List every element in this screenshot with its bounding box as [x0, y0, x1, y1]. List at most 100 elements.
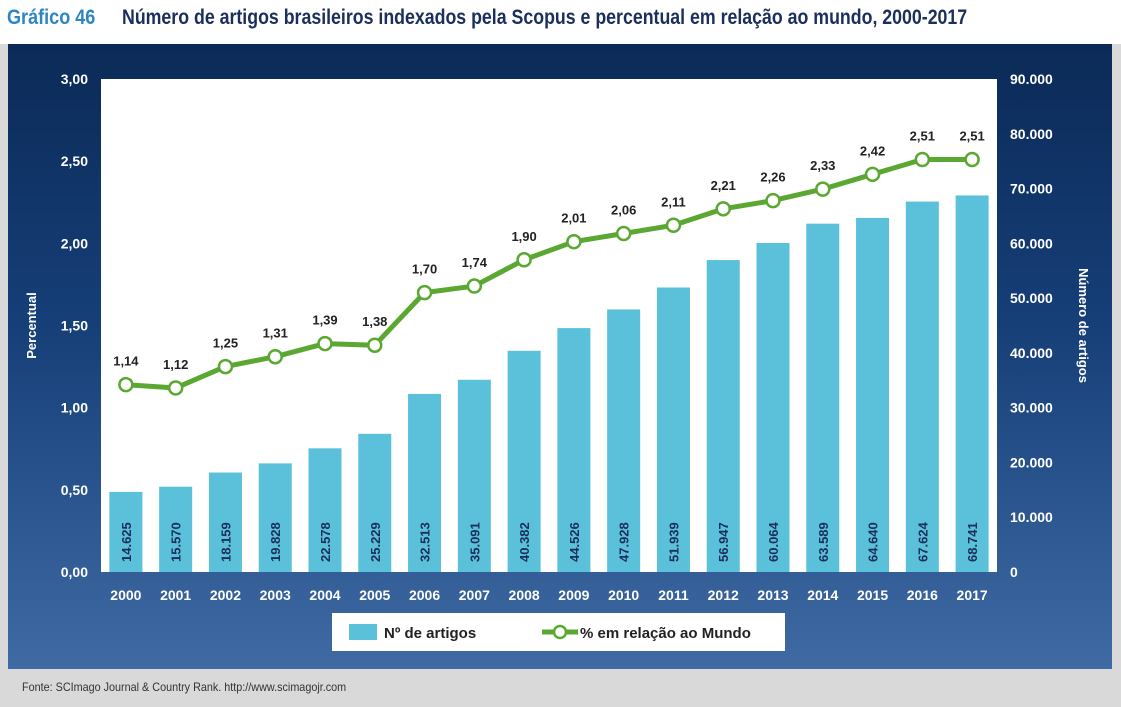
- source-note: Fonte: SCImago Journal & Country Rank. h…: [22, 680, 347, 694]
- x-tick-label: 2004: [309, 587, 340, 603]
- bar-value-label: 40.382: [517, 522, 532, 562]
- bar: [507, 350, 541, 572]
- bar: [109, 491, 143, 572]
- bar: [706, 260, 740, 572]
- y-right-tick-label: 60.000: [1010, 235, 1053, 251]
- bar-value-label: 60.064: [766, 521, 781, 562]
- x-tick-label: 2001: [160, 587, 191, 603]
- line-point: [665, 217, 682, 234]
- x-tick-label: 2008: [509, 587, 540, 603]
- y-right-axis-title: Número de artigos: [1076, 268, 1091, 383]
- bar: [557, 328, 591, 572]
- line-point: [118, 376, 134, 393]
- title-bar: Gráfico 46 Número de artigos brasileiros…: [0, 0, 1121, 44]
- bar-value-label: 22.578: [318, 522, 333, 562]
- line-point: [167, 380, 184, 396]
- y-left-axis-title: Percentual: [24, 292, 39, 358]
- y-left-tick-label: 2,50: [61, 153, 88, 169]
- bar-value-label: 19.828: [268, 522, 283, 562]
- bar: [159, 486, 193, 572]
- bar-value-label: 64.640: [866, 522, 881, 562]
- line-value-label: 1,74: [462, 255, 488, 270]
- x-tick-label: 2013: [757, 587, 788, 603]
- line-point: [914, 151, 931, 168]
- bar-value-label: 32.513: [418, 522, 433, 562]
- line-point: [217, 358, 234, 375]
- y-right-tick-label: 70.000: [1010, 181, 1053, 197]
- y-right-tick-label: 0: [1010, 564, 1018, 580]
- line-point: [615, 225, 632, 242]
- line-point: [317, 335, 333, 352]
- bar-value-label: 68.741: [965, 522, 980, 562]
- bar-value-label: 47.928: [617, 522, 632, 562]
- line-value-label: 2,21: [711, 178, 736, 193]
- bar-value-label: 44.526: [567, 522, 582, 562]
- x-tick-label: 2017: [957, 587, 988, 603]
- bar-value-label: 35.091: [467, 522, 482, 562]
- bar: [756, 242, 790, 572]
- x-tick-label: 2005: [359, 587, 390, 603]
- legend-swatch-bars: [349, 624, 377, 640]
- bar: [457, 379, 491, 572]
- y-left-tick-label: 1,00: [61, 400, 88, 416]
- legend-label-line: % em relação ao Mundo: [580, 625, 751, 642]
- y-right-tick-label: 90.000: [1010, 71, 1053, 87]
- y-left-tick-label: 0,50: [61, 482, 88, 498]
- line-value-label: 2,33: [810, 158, 835, 173]
- line-value-label: 2,01: [561, 211, 586, 226]
- x-tick-label: 2007: [459, 587, 490, 603]
- line-point: [267, 348, 283, 365]
- bar: [208, 472, 242, 572]
- x-tick-label: 2012: [708, 587, 739, 603]
- x-tick-label: 2010: [608, 587, 639, 603]
- bar-value-label: 14.625: [119, 522, 134, 562]
- line-point: [815, 181, 831, 197]
- y-left-tick-label: 3,00: [61, 71, 88, 87]
- line-value-label: 2,11: [661, 194, 686, 209]
- line-point: [367, 337, 383, 353]
- y-right-tick-label: 50.000: [1010, 290, 1053, 306]
- bar: [607, 309, 641, 572]
- bar: [905, 201, 939, 573]
- bar: [955, 195, 989, 572]
- line-value-label: 2,51: [910, 129, 935, 144]
- line-point: [566, 233, 582, 250]
- bar-value-label: 18.159: [218, 522, 233, 562]
- bar: [656, 287, 690, 572]
- y-right-tick-label: 20.000: [1010, 454, 1053, 470]
- bar: [806, 223, 840, 572]
- bar-value-label: 63.589: [816, 522, 831, 562]
- line-value-label: 1,31: [263, 326, 288, 341]
- line-value-label: 1,90: [511, 229, 536, 244]
- x-tick-label: 2011: [658, 587, 689, 603]
- bar-value-label: 56.947: [716, 522, 731, 562]
- line-value-label: 2,06: [611, 202, 636, 217]
- chart-title: Número de artigos brasileiros indexados …: [122, 6, 968, 29]
- y-left-tick-label: 1,50: [61, 318, 88, 334]
- line-value-label: 1,12: [163, 357, 188, 372]
- series-line: [125, 157, 973, 391]
- bar: [258, 463, 292, 572]
- y-left-tick-label: 2,00: [61, 235, 88, 251]
- line-value-label: 1,39: [312, 313, 337, 328]
- x-tick-label: 2006: [409, 587, 440, 603]
- y-right-tick-label: 10.000: [1010, 509, 1053, 525]
- bar: [308, 448, 342, 572]
- line-value-label: 1,70: [412, 262, 437, 277]
- x-tick-label: 2002: [210, 587, 241, 603]
- line-value-label: 2,42: [860, 143, 885, 158]
- bar-value-label: 51.939: [666, 522, 681, 562]
- line-value-label: 1,25: [213, 336, 238, 351]
- line-value-label: 1,38: [362, 314, 387, 329]
- bar: [358, 433, 392, 572]
- bar-value-label: 15.570: [169, 522, 184, 562]
- plot-area: [101, 79, 997, 572]
- line-value-label: 2,26: [760, 170, 785, 185]
- bar-value-label: 25.229: [368, 522, 383, 562]
- x-tick-label: 2000: [110, 587, 141, 603]
- bar: [408, 393, 442, 572]
- line-point: [516, 252, 532, 268]
- line-value-label: 2,51: [959, 129, 984, 144]
- line-point: [765, 192, 781, 209]
